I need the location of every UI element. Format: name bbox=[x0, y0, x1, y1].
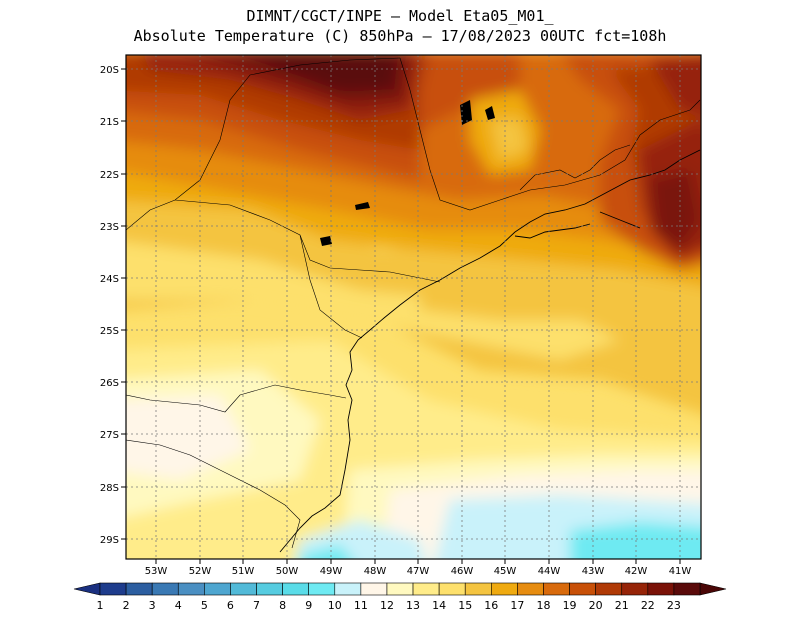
colorbar-label: 22 bbox=[641, 599, 655, 612]
colorbar-swatch bbox=[334, 582, 362, 596]
lon-label: 45W bbox=[494, 566, 517, 577]
lat-label: 27S bbox=[100, 430, 119, 441]
lat-label: 22S bbox=[100, 170, 119, 181]
lat-label: 28S bbox=[100, 483, 119, 494]
colorbar-swatch bbox=[256, 582, 283, 596]
colorbar-swatch bbox=[621, 582, 649, 596]
colorbar-swatch bbox=[569, 582, 596, 596]
colorbar-swatch bbox=[438, 582, 466, 596]
lat-label: 20S bbox=[100, 65, 119, 76]
colorbar-swatch bbox=[491, 582, 518, 596]
colorbar-cap-left bbox=[73, 582, 101, 596]
colorbar-label: 21 bbox=[615, 599, 629, 612]
colorbar-swatch bbox=[595, 582, 623, 596]
lon-label: 47W bbox=[407, 566, 430, 577]
lat-label: 26S bbox=[100, 378, 119, 389]
lon-label: 51W bbox=[232, 566, 255, 577]
colorbar-label: 20 bbox=[589, 599, 603, 612]
colorbar-label: 4 bbox=[175, 599, 182, 612]
lat-label: 29S bbox=[100, 535, 119, 546]
colorbar-label: 1 bbox=[97, 599, 104, 612]
colorbar-label: 18 bbox=[536, 599, 550, 612]
colorbar-label: 16 bbox=[484, 599, 498, 612]
lon-label: 41W bbox=[669, 566, 692, 577]
lon-label: 43W bbox=[582, 566, 605, 577]
reservoirs bbox=[320, 100, 495, 246]
colorbar-label: 23 bbox=[667, 599, 681, 612]
colorbar-swatch bbox=[230, 582, 257, 596]
colorbar-swatch bbox=[647, 582, 675, 596]
lon-label: 49W bbox=[320, 566, 343, 577]
lon-axis: 53W 52W 51W 50W 49W 48W 47W 46W 45W 44W … bbox=[145, 559, 692, 577]
lon-label: 46W bbox=[451, 566, 474, 577]
colorbar-swatch bbox=[386, 582, 414, 596]
lon-label: 53W bbox=[145, 566, 168, 577]
colorbar-label: 5 bbox=[201, 599, 208, 612]
lat-label: 23S bbox=[100, 222, 119, 233]
colorbar-swatch bbox=[673, 582, 701, 596]
lon-label: 52W bbox=[189, 566, 212, 577]
colorbar-cap-right bbox=[699, 582, 727, 596]
coastline bbox=[279, 149, 701, 553]
colorbar-label: 3 bbox=[149, 599, 156, 612]
colorbar-label: 15 bbox=[458, 599, 472, 612]
colorbar-swatch bbox=[204, 582, 231, 596]
colorbar-label: 6 bbox=[227, 599, 234, 612]
colorbar: 1 2 3 4 5 6 7 8 9 10 11 12 13 14 15 16 17 18 19 20 21 22 23 bbox=[73, 582, 727, 612]
colorbar-label: 8 bbox=[279, 599, 286, 612]
lat-axis: 20S 21S 22S 23S 24S 25S 26S 27S 28S 29S bbox=[100, 65, 126, 546]
title-line-1: DIMNT/CGCT/INPE – Model Eta05_M01_ bbox=[246, 7, 554, 25]
colorbar-swatch bbox=[282, 582, 309, 596]
colorbar-label: 14 bbox=[432, 599, 446, 612]
colorbar-swatch bbox=[99, 582, 127, 596]
lat-label: 25S bbox=[100, 326, 119, 337]
title-line-2: Absolute Temperature (C) 850hPa – 17/08/… bbox=[133, 27, 667, 45]
colorbar-label: 9 bbox=[305, 599, 312, 612]
colorbar-swatch bbox=[464, 582, 492, 596]
colorbar-swatch bbox=[360, 582, 388, 596]
lon-label: 50W bbox=[276, 566, 299, 577]
lat-label: 24S bbox=[100, 274, 119, 285]
lon-label: 44W bbox=[538, 566, 561, 577]
colorbar-swatch bbox=[177, 582, 205, 596]
temperature-field bbox=[126, 55, 701, 559]
colorbar-label: 2 bbox=[123, 599, 130, 612]
map-frame bbox=[125, 54, 702, 560]
colorbar-swatch bbox=[125, 582, 153, 596]
lat-label: 21S bbox=[100, 117, 119, 128]
colorbar-label: 7 bbox=[253, 599, 260, 612]
colorbar-label: 10 bbox=[328, 599, 342, 612]
colorbar-swatch bbox=[517, 582, 544, 596]
colorbar-label: 17 bbox=[510, 599, 524, 612]
colorbar-label: 13 bbox=[406, 599, 420, 612]
grid-lines bbox=[126, 55, 701, 559]
colorbar-swatch bbox=[412, 582, 440, 596]
colorbar-label: 11 bbox=[354, 599, 368, 612]
lon-label: 48W bbox=[364, 566, 387, 577]
colorbar-swatch bbox=[151, 582, 179, 596]
colorbar-label: 12 bbox=[380, 599, 394, 612]
colorbar-swatch bbox=[543, 582, 570, 596]
lon-label: 42W bbox=[625, 566, 648, 577]
colorbar-label: 19 bbox=[563, 599, 577, 612]
colorbar-swatch bbox=[308, 582, 336, 596]
